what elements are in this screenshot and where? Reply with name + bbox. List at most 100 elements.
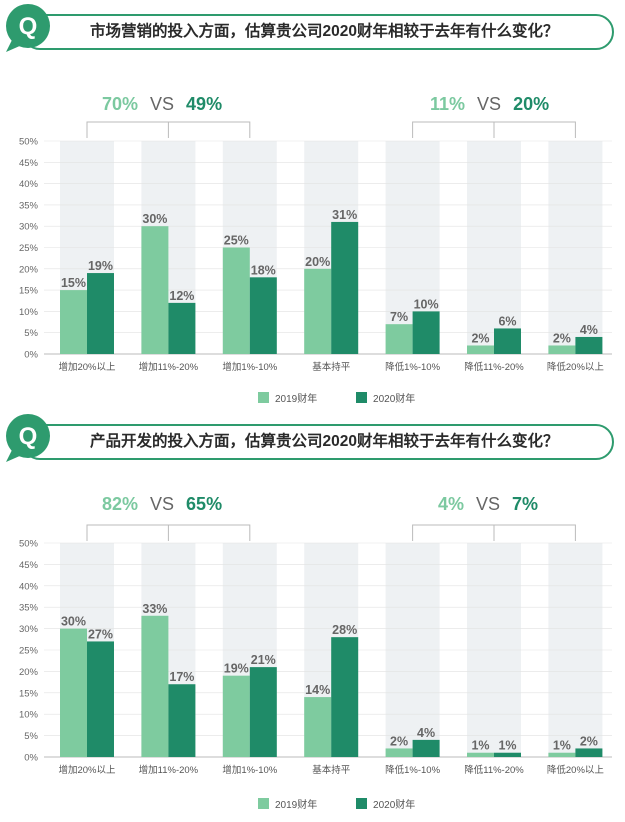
data-label: 27%	[88, 627, 113, 641]
data-label: 15%	[61, 276, 86, 290]
y-tick-label: 35%	[19, 603, 39, 614]
data-label: 1%	[498, 739, 516, 753]
question-text: 市场营销的投入方面，估算贵公司2020财年相较于去年有什么变化？	[90, 23, 559, 40]
x-tick-label: 增加1%-10%	[222, 361, 277, 373]
data-label: 1%	[471, 739, 489, 753]
y-tick-label: 25%	[19, 646, 39, 657]
y-tick-label: 35%	[19, 200, 39, 211]
comparison-vs: VS	[150, 494, 175, 514]
bar-2019	[304, 697, 332, 757]
x-tick-label: 降低20%以上	[547, 361, 605, 373]
legend-label: 2020财年	[373, 394, 416, 405]
legend: 2019财年 2020财年	[258, 796, 451, 811]
svg-text:Q: Q	[19, 423, 38, 450]
data-label: 2%	[471, 331, 489, 345]
data-label: 6%	[498, 314, 516, 328]
legend-item-2020: 2020财年	[356, 796, 415, 811]
bracket-increase	[86, 121, 251, 138]
y-tick-label: 0%	[24, 350, 38, 361]
legend-label: 2019财年	[275, 800, 318, 811]
data-label: 4%	[580, 323, 598, 337]
data-label: 4%	[417, 726, 435, 740]
y-tick-label: 45%	[19, 560, 39, 571]
bar-2020	[168, 302, 196, 354]
x-tick-label: 降低11%-20%	[464, 361, 524, 373]
comparison-2020-value: 65%	[186, 494, 223, 514]
data-label: 12%	[169, 289, 194, 303]
data-label: 2%	[390, 734, 408, 748]
comparison-2019-value: 11%	[430, 94, 466, 114]
bar-chart-product: 0%5%10%15%20%25%30%35%40%45%50%30%27%增加2…	[19, 524, 612, 776]
y-tick-label: 30%	[19, 624, 39, 635]
data-label: 30%	[142, 212, 167, 226]
bar-2020	[249, 667, 277, 757]
chart-section-product: 产品开发的投入方面，估算贵公司2020财年相较于去年有什么变化？ Q 82% VS…	[0, 410, 625, 822]
x-tick-label: 降低1%-10%	[385, 764, 440, 776]
data-label: 30%	[61, 615, 86, 629]
comparison-2020-value: 7%	[512, 494, 539, 514]
y-tick-label: 15%	[19, 286, 39, 297]
data-label: 14%	[305, 683, 330, 697]
comparison-vs: VS	[476, 494, 501, 514]
x-tick-label: 降低11%-20%	[464, 764, 524, 776]
legend-swatch	[356, 392, 368, 403]
y-tick-label: 5%	[24, 328, 38, 339]
y-tick-label: 15%	[19, 688, 39, 699]
x-tick-label: 增加20%以上	[58, 361, 116, 373]
comparison-vs: VS	[477, 94, 502, 114]
comparison-increase: 82% VS 65%	[102, 494, 222, 515]
chart-section-marketing: 市场营销的投入方面，估算贵公司2020财年相较于去年有什么变化？ Q 70% VS…	[0, 0, 625, 410]
comparison-2019-value: 82%	[102, 494, 139, 514]
bar-2019	[141, 615, 169, 757]
bar-2020	[168, 684, 196, 757]
y-tick-label: 50%	[19, 137, 39, 148]
bar-2019	[141, 226, 169, 354]
y-tick-label: 45%	[19, 158, 39, 169]
svg-text:Q: Q	[19, 13, 38, 40]
y-tick-label: 40%	[19, 179, 39, 190]
y-tick-label: 20%	[19, 667, 39, 678]
question-header: 市场营销的投入方面，估算贵公司2020财年相较于去年有什么变化？	[22, 14, 614, 50]
bar-2019	[467, 752, 494, 757]
bar-2020	[412, 739, 440, 757]
data-label: 2%	[553, 331, 571, 345]
y-tick-label: 5%	[24, 731, 38, 742]
q-speech-bubble-icon: Q	[6, 414, 50, 462]
data-label: 18%	[251, 263, 276, 277]
legend-item-2020: 2020财年	[356, 390, 415, 405]
bar-chart-marketing: 0%5%10%15%20%25%30%35%40%45%50%15%19%增加2…	[19, 121, 612, 373]
x-tick-label: 增加20%以上	[58, 764, 116, 776]
bar-2020	[412, 311, 440, 354]
comparison-vs: VS	[150, 94, 175, 114]
bracket-increase	[86, 524, 251, 541]
y-tick-label: 10%	[19, 307, 39, 318]
comparison-increase: 70% VS 49%	[102, 94, 222, 115]
bar-2019	[385, 748, 413, 757]
legend-label: 2019财年	[275, 394, 318, 405]
y-tick-label: 40%	[19, 581, 39, 592]
bar-2019	[548, 345, 576, 354]
bar-2019	[222, 247, 250, 354]
bar-2020	[575, 336, 603, 354]
x-tick-label: 增加1%-10%	[222, 764, 277, 776]
question-text: 产品开发的投入方面，估算贵公司2020财年相较于去年有什么变化？	[90, 433, 559, 450]
y-tick-label: 25%	[19, 243, 39, 254]
comparison-2019-value: 70%	[102, 94, 139, 114]
bracket-decrease	[412, 524, 576, 541]
bar-2020	[87, 273, 114, 354]
bar-2020	[331, 637, 359, 757]
legend-swatch	[258, 392, 269, 403]
bar-2020	[331, 221, 359, 354]
data-label: 20%	[305, 255, 330, 269]
bar-2019	[467, 345, 494, 354]
y-tick-label: 30%	[19, 222, 39, 233]
x-tick-label: 降低1%-10%	[385, 361, 440, 373]
data-label: 19%	[88, 259, 113, 273]
data-label: 31%	[332, 208, 357, 222]
bar-2019	[60, 290, 87, 354]
y-tick-label: 0%	[24, 753, 38, 764]
data-label: 17%	[169, 670, 194, 684]
comparison-2020-value: 20%	[513, 94, 550, 114]
comparison-2019-value: 4%	[438, 494, 465, 514]
legend: 2019财年 2020财年	[258, 390, 451, 405]
